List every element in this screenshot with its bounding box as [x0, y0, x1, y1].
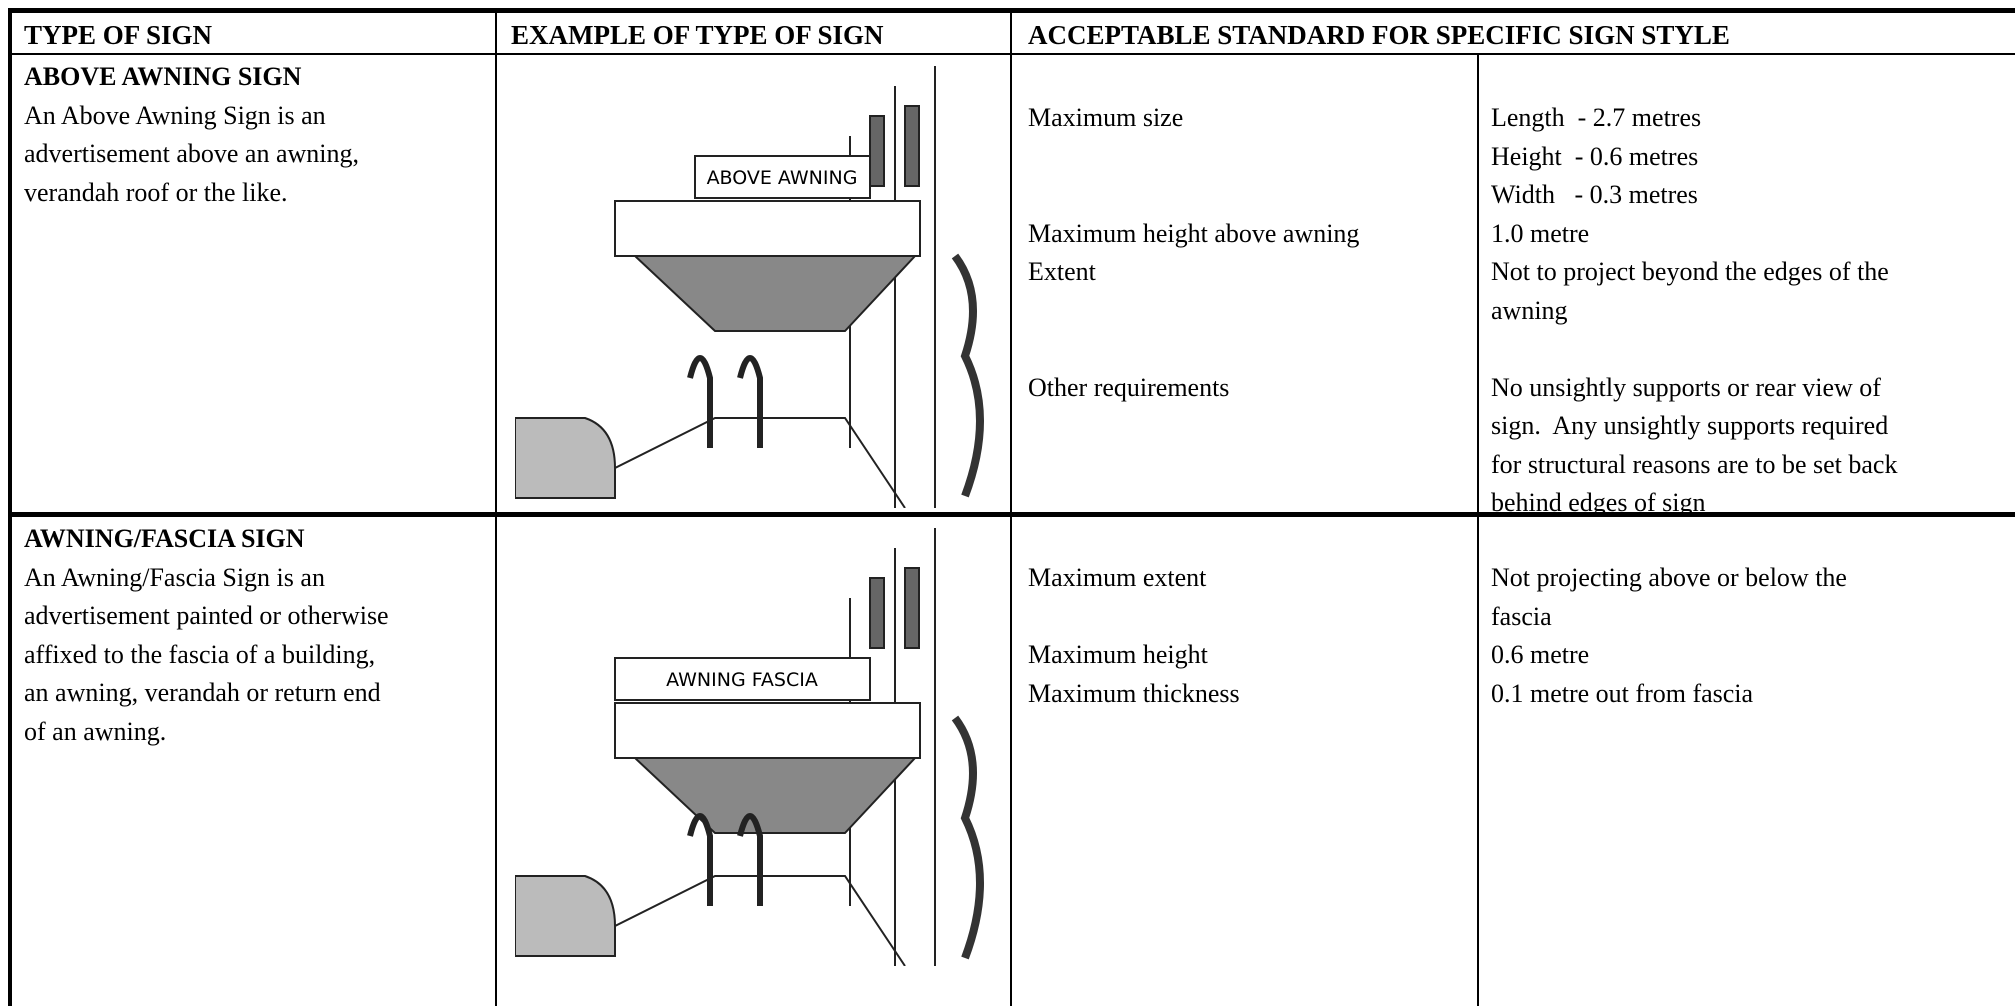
spacer: [1028, 330, 1897, 369]
value-line: 0.6 metre: [1491, 640, 1590, 669]
tree: [951, 715, 984, 960]
sign-text: ABOVE AWNING: [707, 167, 858, 189]
type-cell: ABOVE AWNING SIGN An Above Awning Sign is…: [24, 58, 359, 212]
standards: Maximum size Length - 2.7 metres Height - …: [1028, 99, 1897, 523]
sign-title: AWNING/FASCIA SIGN: [24, 524, 305, 553]
windows: [869, 567, 920, 649]
description-line: An Awning/Fascia Sign is an: [24, 562, 325, 592]
description-line: affixed to the fascia of a building,: [24, 639, 376, 669]
sign-title: ABOVE AWNING SIGN: [24, 62, 302, 91]
sign-board: [694, 155, 871, 199]
header-cell: EXAMPLE OF TYPE OF SIGN: [511, 20, 884, 50]
value-line: fascia: [1491, 601, 1552, 631]
standard-value: Not to project beyond the edges of the aw…: [1491, 253, 1897, 330]
value-line: awning: [1491, 295, 1568, 325]
standard-value: Length - 2.7 metres Height - 0.6 metres Wi…: [1491, 99, 1897, 215]
table-border: [8, 8, 12, 1006]
header-cell: ACCEPTABLE STANDARD FOR SPECIFIC SIGN ST…: [1028, 20, 1730, 50]
description-line: An Above Awning Sign is an: [24, 100, 326, 130]
sign-text: AWNING FASCIA: [666, 669, 818, 691]
sign-illustration: ABOVE AWNING: [515, 66, 984, 508]
value-line: Length - 2.7 metres: [1491, 103, 1702, 132]
car: [515, 875, 616, 957]
value-line: 1.0 metre: [1491, 218, 1590, 248]
people: [687, 813, 763, 906]
value-line: Not projecting above or below the: [1491, 563, 1847, 592]
description-line: advertisement above an awning,: [24, 139, 359, 168]
column-border: [1477, 55, 1479, 1006]
standard-value: Not projecting above or below the fascia: [1491, 559, 1847, 636]
standard-value: No unsightly supports or rear view of sig…: [1491, 369, 1897, 523]
standards: Maximum extent Not projecting above or be…: [1028, 559, 1847, 713]
standard-label: Maximum height: [1028, 640, 1208, 669]
standard-value: 1.0 metre: [1491, 215, 1897, 254]
value-line: Width - 0.3 metres: [1491, 180, 1698, 209]
standard-label: Maximum size: [1028, 103, 1184, 132]
street: [574, 417, 906, 508]
column-border: [495, 8, 497, 1006]
sign-board: [614, 657, 871, 701]
standard-label: Extent: [1028, 257, 1096, 286]
standard-label: Other requirements: [1028, 372, 1230, 402]
standard-value: 0.6 metre: [1491, 636, 1847, 675]
sign-illustration: AWNING FASCIA: [515, 528, 984, 966]
tree: [951, 253, 984, 498]
value-line: No unsightly supports or rear view of: [1491, 372, 1881, 402]
standard-label: Maximum extent: [1028, 563, 1207, 592]
description-line: of an awning.: [24, 716, 167, 746]
car: [515, 417, 616, 499]
description-line: an awning, verandah or return end: [24, 678, 381, 707]
column-border: [1010, 8, 1012, 1006]
description-line: advertisement painted or otherwise: [24, 601, 389, 630]
standard-value: 0.1 metre out from fascia: [1491, 675, 1847, 714]
value-line: Height - 0.6 metres: [1491, 141, 1699, 171]
value-line: sign. Any unsightly supports required: [1491, 411, 1889, 440]
type-cell: AWNING/FASCIA SIGN An Awning/Fascia Sign …: [24, 520, 389, 751]
standard-label: Maximum thickness: [1028, 678, 1240, 708]
awning-shade: [632, 255, 918, 332]
value-line: behind edges of sign: [1491, 488, 1706, 517]
awning: [614, 702, 921, 759]
value-line: for structural reasons are to be set bac…: [1491, 449, 1898, 479]
standard-label: Maximum height above awning: [1028, 218, 1360, 248]
street: [574, 875, 906, 966]
description-line: verandah roof or the like.: [24, 177, 288, 207]
awning: [614, 200, 921, 257]
awning-shade: [632, 757, 918, 834]
people: [687, 355, 763, 448]
header-cell: TYPE OF SIGN: [24, 20, 213, 50]
value-line: Not to project beyond the edges of the: [1491, 257, 1889, 286]
value-line: 0.1 metre out from fascia: [1491, 678, 1754, 708]
